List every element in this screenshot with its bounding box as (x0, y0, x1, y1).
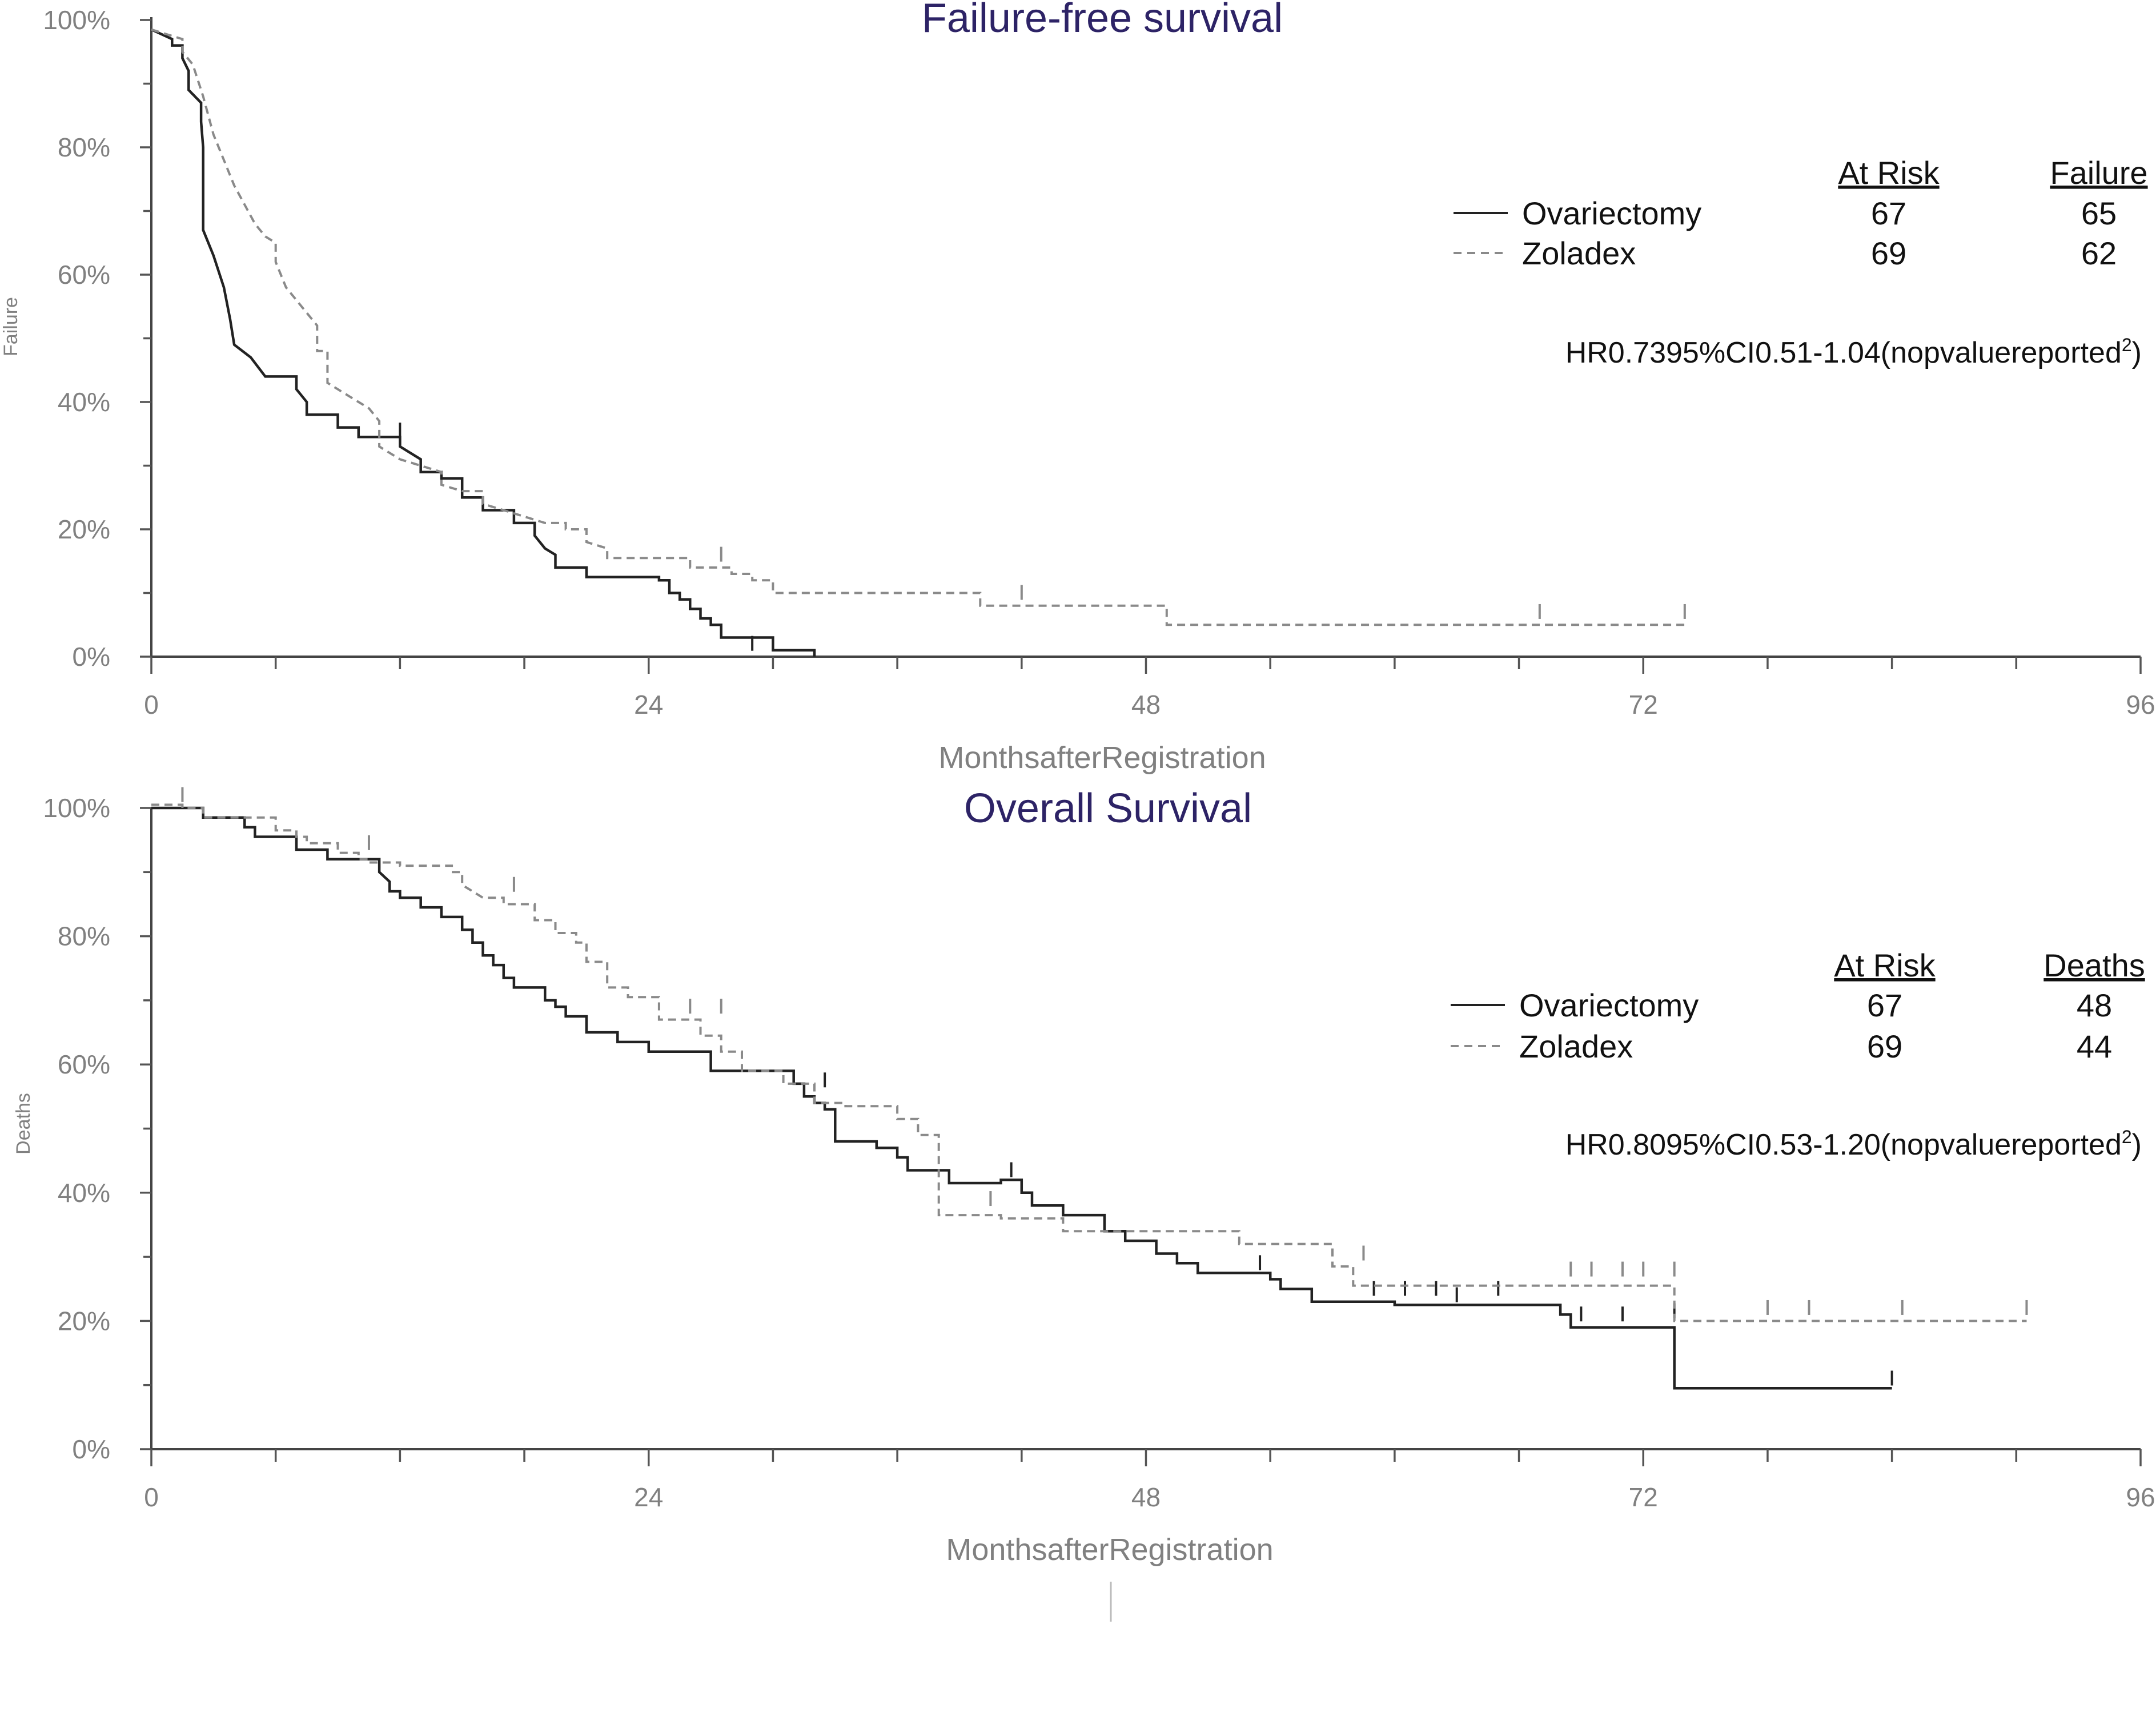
y-tick-label: 80% (58, 922, 110, 951)
legend-events-zoladex: 62 (2081, 235, 2117, 271)
legend-label-ovariectomy: Ovariectomy (1519, 987, 1699, 1023)
x-axis-label: MonthsafterRegistration (946, 1533, 1273, 1567)
y-tick-label: 100% (43, 793, 110, 823)
y-tick-labels: 0% 20% 40% 60% 80% 100% (43, 5, 110, 671)
y-axis-label: Deaths (13, 1093, 34, 1155)
y-tick-labels: 0% 20% 40% 60% 80% 100% (43, 793, 110, 1464)
panel-overall-survival: Overall Survival Deaths 0% 20% 40% 60% 80% 10… (13, 786, 2155, 1567)
x-tick-label: 24 (634, 1482, 663, 1512)
y-tick-label: 60% (58, 260, 110, 289)
y-tick-label: 40% (58, 1178, 110, 1208)
legend-label-zoladex: Zoladex (1522, 235, 1636, 271)
x-tick-label: 96 (2126, 690, 2155, 719)
series-group (151, 28, 1686, 657)
legend-header-at-risk: At Risk (1834, 947, 1936, 983)
y-axis-label: Failure (0, 297, 22, 356)
legend-at-risk-zoladex: 69 (1867, 1028, 1902, 1064)
legend-header-events: Failure (2050, 155, 2147, 191)
legend-header-at-risk: At Risk (1838, 155, 1940, 191)
x-tick-labels: 0 24 48 72 96 (144, 690, 2155, 719)
axis-ticks (140, 807, 2142, 1466)
legend-header-events: Deaths (2043, 947, 2145, 983)
legend-events-ovariectomy: 48 (2077, 987, 2112, 1023)
series-line-ovariectomy (151, 28, 816, 657)
y-tick-label: 80% (58, 132, 110, 162)
legend: At Risk Failure Ovariectomy 67 65 Zolade… (1454, 155, 2148, 271)
legend-at-risk-ovariectomy: 67 (1871, 195, 1906, 231)
x-axis-label: MonthsafterRegistration (938, 741, 1266, 775)
y-tick-label: 20% (58, 1306, 110, 1336)
chart-title: Failure-free survival (922, 0, 1283, 41)
y-tick-label: 100% (43, 5, 110, 35)
series-line-zoladex (151, 28, 1685, 626)
series-line-ovariectomy (151, 806, 1892, 1390)
chart-title: Overall Survival (964, 786, 1252, 831)
x-tick-label: 48 (1131, 690, 1161, 719)
series-line-zoladex (151, 803, 2027, 1322)
x-tick-label: 72 (1629, 690, 1658, 719)
legend: At Risk Deaths Ovariectomy 67 48 Zoladex… (1451, 947, 2145, 1064)
axis-ticks (140, 19, 2142, 674)
y-tick-label: 40% (58, 387, 110, 417)
x-tick-labels: 0 24 48 72 96 (144, 1482, 2155, 1512)
legend-label-zoladex: Zoladex (1519, 1028, 1633, 1064)
y-tick-label: 20% (58, 514, 110, 544)
legend-events-zoladex: 44 (2077, 1028, 2112, 1064)
hazard-ratio-annotation: HR0.7395%CI0.51-1.04(nopvaluereported2) (1565, 335, 2142, 369)
series-group (151, 787, 2028, 1390)
y-tick-label: 0% (73, 642, 110, 671)
y-tick-label: 0% (73, 1434, 110, 1464)
legend-at-risk-ovariectomy: 67 (1867, 987, 1902, 1023)
x-tick-label: 48 (1131, 1482, 1161, 1512)
x-tick-label: 0 (144, 1482, 159, 1512)
legend-label-ovariectomy: Ovariectomy (1522, 195, 1701, 231)
x-tick-label: 96 (2126, 1482, 2155, 1512)
legend-at-risk-zoladex: 69 (1871, 235, 1906, 271)
y-tick-label: 60% (58, 1049, 110, 1079)
x-tick-label: 72 (1629, 1482, 1658, 1512)
legend-events-ovariectomy: 65 (2081, 195, 2117, 231)
panel-failure-free-survival: Failure-free survival Failure 0% 20% 40% 60… (0, 0, 2155, 775)
x-tick-label: 24 (634, 690, 663, 719)
hazard-ratio-annotation: HR0.8095%CI0.53-1.20(nopvaluereported2) (1565, 1127, 2142, 1161)
x-tick-label: 0 (144, 690, 159, 719)
